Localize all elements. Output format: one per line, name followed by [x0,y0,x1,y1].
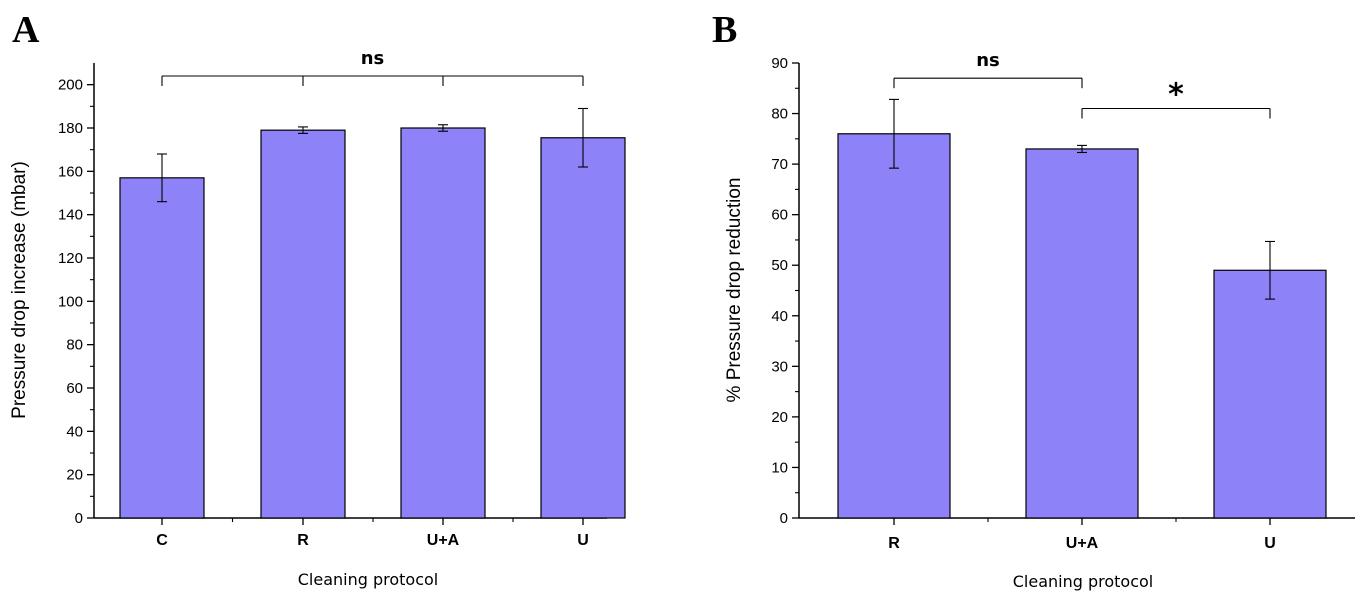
panel-b-y-tick-label: 20 [771,409,788,426]
panel-a-x-tick-label: R [297,532,309,549]
panel-b-y-tick-label: 60 [771,207,788,224]
panel-b-x-tick-label: U [1264,535,1276,552]
panel-b-bar [837,133,951,519]
panel-b-x-tick-label: R [888,535,900,552]
panel-a-bar [119,177,205,519]
panel-b-y-tick-label: 90 [771,55,788,72]
panel-b-y-title: % Pressure drop reduction [724,178,745,403]
panel-a-y-tick-label: 60 [66,380,83,397]
panel-a-bar [400,127,486,519]
panel-b-y-tick-label: 0 [780,510,788,527]
panel-b-x-tick-label: U+A [1066,535,1099,552]
panel-a-y-tick-label: 140 [58,207,83,224]
panel-a-y-tick-label: 100 [58,293,83,310]
panel-a-bar [260,129,346,519]
panel-a-x-title: Cleaning protocol [298,570,439,589]
panel-b-sig-label: * [1168,78,1184,113]
panel-a-x-tick-label: U+A [427,532,460,549]
panel-a-y-tick-label: 160 [58,163,83,180]
panel-a-y-tick-label: 20 [66,467,83,484]
panel-b-y-tick-label: 70 [771,156,788,173]
panel-b-bar [1025,148,1139,519]
panel-b-x-title: Cleaning protocol [1013,572,1154,591]
panel-a-y-tick-label: 120 [58,250,83,267]
panel-a-y-tick-label: 40 [66,423,83,440]
panel-a-letter: A [12,9,40,51]
panel-b-y-tick-label: 30 [771,358,788,375]
panel-a-x-tick-label: U [577,532,589,549]
panel-a-y-tick-label: 180 [58,120,83,137]
panel-b-y-tick-label: 40 [771,308,788,325]
panel-b-y-tick-label: 80 [771,106,788,123]
panel-b-y-tick-label: 50 [771,257,788,274]
panel-a-y-tick-label: 80 [66,337,83,354]
panel-b: B % Pressure drop reduction Cleaning pro… [712,9,1355,591]
panel-a-y-tick-label: 0 [75,510,83,527]
panel-b-sig-label: ns [976,50,1000,71]
panel-a-x-tick-label: C [156,532,168,549]
panel-b-bar [1213,269,1327,519]
panel-b-y-tick-label: 10 [771,459,788,476]
panel-a: A Pressure drop increase (mbar) Cleaning… [9,9,626,589]
panel-a-bar [540,137,626,519]
panel-a-y-tick-label: 200 [58,77,83,94]
panel-b-letter: B [712,9,737,51]
panel-a-sig-label: ns [361,48,385,69]
panel-a-y-title: Pressure drop increase (mbar) [9,161,30,419]
